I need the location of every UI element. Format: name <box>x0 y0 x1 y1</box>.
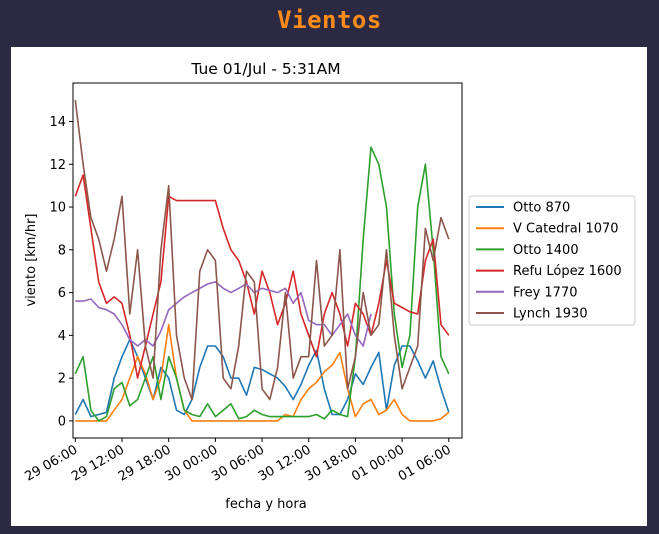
series-line-5 <box>74 100 450 401</box>
x-tick-label: 01 06:00 <box>396 442 454 484</box>
y-tick-label: 10 <box>49 201 66 216</box>
x-tick-label: 30 12:00 <box>256 442 314 484</box>
chart-title: Tue 01/Jul - 5:31AM <box>190 60 340 78</box>
y-tick-label: 0 <box>58 414 66 429</box>
y-axis-label: viento [km/hr] <box>24 213 39 306</box>
x-tick-label: 30 18:00 <box>303 442 361 484</box>
y-axis-ticks: 0 2 4 6 8 10 12 14 <box>49 115 73 429</box>
series-line-4 <box>75 281 372 347</box>
x-tick-label: 01 00:00 <box>349 442 407 484</box>
legend-box <box>468 195 636 326</box>
x-tick-label: 29 12:00 <box>69 442 127 484</box>
y-tick-label: 2 <box>58 372 66 387</box>
legend-label: Otto 870 <box>513 201 570 216</box>
series-line-2 <box>74 146 450 422</box>
y-tick-label: 12 <box>49 158 66 173</box>
legend-label: Refu López 1600 <box>513 264 622 279</box>
x-tick-label: 30 00:00 <box>163 442 221 484</box>
series-line-1 <box>75 323 450 422</box>
x-tick-label: 30 06:00 <box>209 442 267 484</box>
legend: Otto 870 V Catedral 1070 Otto 1400 Refu Lóp… <box>468 195 636 326</box>
y-tick-label: 6 <box>58 286 66 301</box>
axes-frame <box>72 82 463 439</box>
plot-lines <box>74 100 450 422</box>
legend-label: Otto 1400 <box>513 243 579 258</box>
legend-label: Frey 1770 <box>513 285 578 300</box>
y-tick-label: 4 <box>58 329 66 344</box>
y-tick-label: 14 <box>49 115 66 130</box>
x-tick-label: 29 18:00 <box>116 442 174 484</box>
app-title: Vientos <box>277 6 382 34</box>
app-header: Vientos <box>0 0 659 44</box>
x-axis-label: fecha y hora <box>225 497 306 512</box>
x-tick-label: 29 06:00 <box>22 442 80 484</box>
legend-label: V Catedral 1070 <box>513 222 619 237</box>
chart-panel: Tue 01/Jul - 5:31AM 0 2 4 6 8 10 12 14 29 06:00… <box>11 47 647 526</box>
legend-label: Lynch 1930 <box>513 307 588 322</box>
series-line-3 <box>74 174 450 379</box>
y-tick-label: 8 <box>58 243 66 258</box>
wind-chart: Tue 01/Jul - 5:31AM 0 2 4 6 8 10 12 14 29 06:00… <box>22 60 636 512</box>
